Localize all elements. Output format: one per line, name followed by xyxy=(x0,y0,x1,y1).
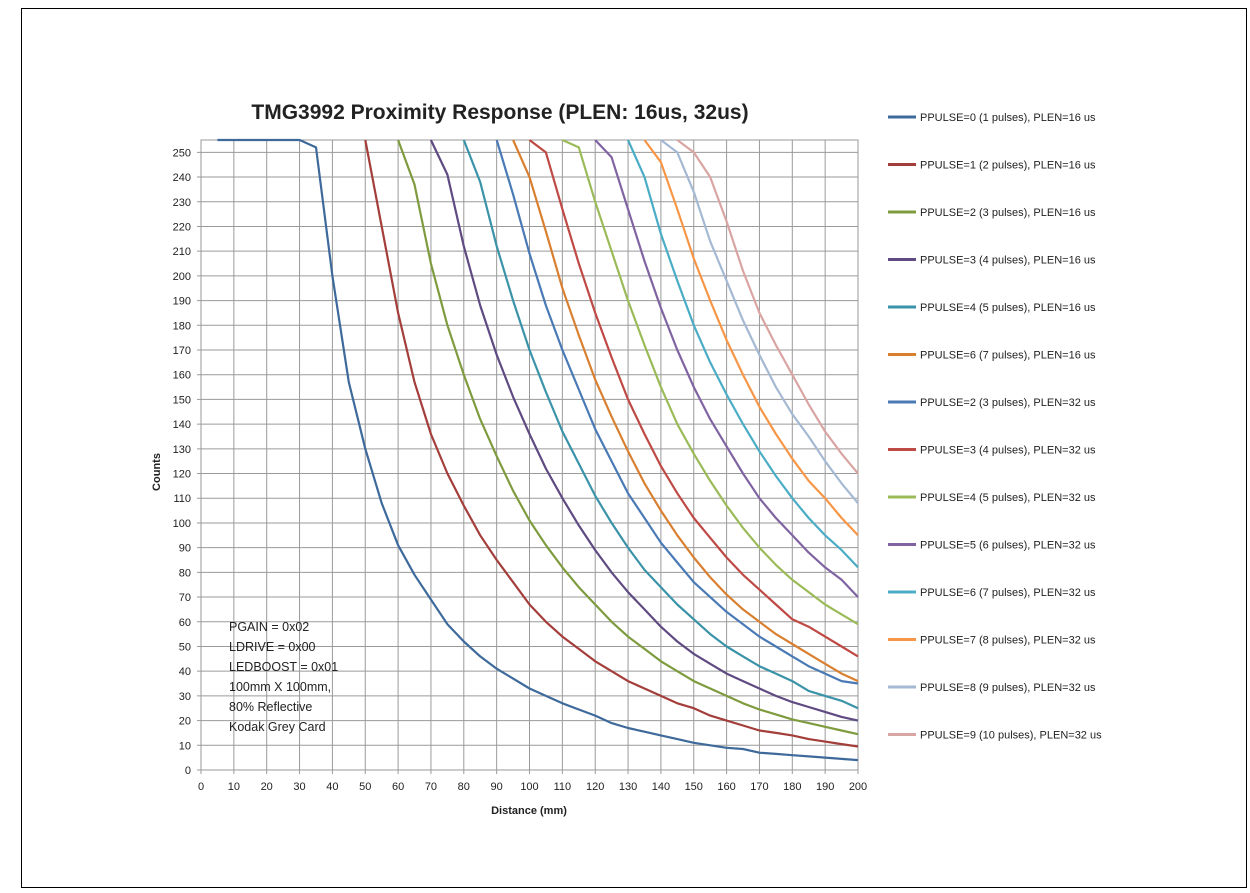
x-tick-label: 0 xyxy=(198,781,204,793)
legend-label: PPULSE=3 (4 pulses), PLEN=32 us xyxy=(920,445,1096,457)
annotation-line: LEDBOOST = 0x01 xyxy=(229,660,338,674)
x-tick-label: 150 xyxy=(685,781,703,793)
x-tick-label: 70 xyxy=(425,781,437,793)
x-tick-label: 130 xyxy=(619,781,637,793)
series-line-5 xyxy=(462,139,859,710)
y-tick-label: 230 xyxy=(173,197,191,209)
y-tick-label: 0 xyxy=(185,765,191,777)
series-line-8 xyxy=(528,139,859,658)
legend-label: PPULSE=6 (7 pulses), PLEN=16 us xyxy=(920,350,1096,362)
y-tick-label: 130 xyxy=(173,444,191,456)
annotation-line: LDRIVE = 0x00 xyxy=(229,640,316,654)
series-line-2 xyxy=(364,139,859,748)
x-tick-label: 140 xyxy=(652,781,670,793)
annotation-line: 80% Reflective xyxy=(229,700,312,714)
x-tick-label: 110 xyxy=(554,781,572,793)
legend-label: PPULSE=6 (7 pulses), PLEN=32 us xyxy=(920,587,1096,599)
y-tick-label: 110 xyxy=(173,493,191,505)
y-tick-label: 30 xyxy=(179,691,191,703)
x-tick-label: 170 xyxy=(750,781,768,793)
y-tick-label: 220 xyxy=(173,221,191,233)
x-tick-label: 10 xyxy=(228,781,240,793)
x-axis-title: Distance (mm) xyxy=(491,805,567,817)
y-axis-title: Counts xyxy=(151,453,163,491)
series-line-9 xyxy=(561,138,859,626)
x-tick-label: 200 xyxy=(849,781,867,793)
annotation-line: Kodak Grey Card xyxy=(229,720,326,734)
y-tick-label: 200 xyxy=(173,271,191,283)
y-tick-label: 190 xyxy=(173,296,191,308)
x-tick-label: 180 xyxy=(783,781,801,793)
y-tick-label: 170 xyxy=(173,345,191,357)
x-tick-label: 40 xyxy=(326,781,338,793)
y-tick-label: 40 xyxy=(179,666,191,678)
x-tick-label: 160 xyxy=(717,781,735,793)
annotation-line: PGAIN = 0x02 xyxy=(229,620,309,634)
chart-title: TMG3992 Proximity Response (PLEN: 16us, … xyxy=(251,101,748,124)
y-tick-label: 160 xyxy=(173,370,191,382)
y-tick-label: 240 xyxy=(173,172,191,184)
y-tick-label: 20 xyxy=(179,716,191,728)
x-tick-label: 50 xyxy=(359,781,371,793)
series-line-7 xyxy=(495,139,859,685)
y-tick-label: 140 xyxy=(173,419,191,431)
series-line-4 xyxy=(429,139,859,722)
x-tick-label: 30 xyxy=(293,781,305,793)
legend: PPULSE=0 (1 pulses), PLEN=16 us PPULSE=1 … xyxy=(888,112,1102,742)
y-tick-label: 70 xyxy=(179,592,191,604)
y-tick-labels: 0 10 20 30 40 50 60 70 80 90 100 110 120 130 140 150 160… xyxy=(173,147,191,777)
x-tick-label: 20 xyxy=(261,781,273,793)
y-tick-label: 210 xyxy=(173,246,191,258)
series-line-13 xyxy=(660,139,859,504)
legend-label: PPULSE=0 (1 pulses), PLEN=16 us xyxy=(920,112,1096,124)
settings-annotation: PGAIN = 0x02 LDRIVE = 0x00 LEDBOOST = 0x… xyxy=(229,620,338,734)
y-tick-label: 60 xyxy=(179,617,191,629)
x-tick-label: 100 xyxy=(520,781,538,793)
y-tick-label: 250 xyxy=(173,147,191,159)
x-tick-label: 120 xyxy=(586,781,604,793)
y-tick-label: 180 xyxy=(173,320,191,332)
legend-label: PPULSE=2 (3 pulses), PLEN=32 us xyxy=(920,397,1096,409)
y-tick-label: 10 xyxy=(179,740,191,752)
y-tick-label: 80 xyxy=(179,567,191,579)
legend-label: PPULSE=3 (4 pulses), PLEN=16 us xyxy=(920,255,1096,267)
x-tick-label: 90 xyxy=(491,781,503,793)
y-tick-label: 120 xyxy=(173,469,191,481)
y-tick-label: 90 xyxy=(179,543,191,555)
series-lines xyxy=(217,138,859,762)
series-line-12 xyxy=(643,139,859,537)
series-line-14 xyxy=(676,139,859,475)
legend-label: PPULSE=4 (5 pulses), PLEN=16 us xyxy=(920,302,1096,314)
legend-label: PPULSE=8 (9 pulses), PLEN=32 us xyxy=(920,682,1096,694)
legend-label: PPULSE=5 (6 pulses), PLEN=32 us xyxy=(920,540,1096,552)
series-line-11 xyxy=(626,139,859,569)
legend-label: PPULSE=1 (2 pulses), PLEN=16 us xyxy=(920,160,1096,172)
y-tick-label: 100 xyxy=(173,518,191,530)
x-tick-label: 190 xyxy=(816,781,834,793)
legend-label: PPULSE=7 (8 pulses), PLEN=32 us xyxy=(920,635,1096,647)
legend-label: PPULSE=4 (5 pulses), PLEN=32 us xyxy=(920,492,1096,504)
y-tick-label: 150 xyxy=(173,394,191,406)
series-line-10 xyxy=(594,139,859,598)
x-tick-labels: 0 10 20 30 40 50 60 70 80 90 100 110 120 130 140 150 160… xyxy=(198,781,867,793)
y-tick-label: 50 xyxy=(179,641,191,653)
x-tick-label: 60 xyxy=(392,781,404,793)
legend-label: PPULSE=9 (10 pulses), PLEN=32 us xyxy=(920,730,1102,742)
legend-label: PPULSE=2 (3 pulses), PLEN=16 us xyxy=(920,207,1096,219)
series-line-3 xyxy=(397,139,859,736)
series-line-1 xyxy=(217,138,859,762)
plot-grid xyxy=(197,139,859,774)
series-line-6 xyxy=(512,139,859,683)
annotation-line: 100mm X 100mm, xyxy=(229,680,331,694)
x-tick-label: 80 xyxy=(458,781,470,793)
